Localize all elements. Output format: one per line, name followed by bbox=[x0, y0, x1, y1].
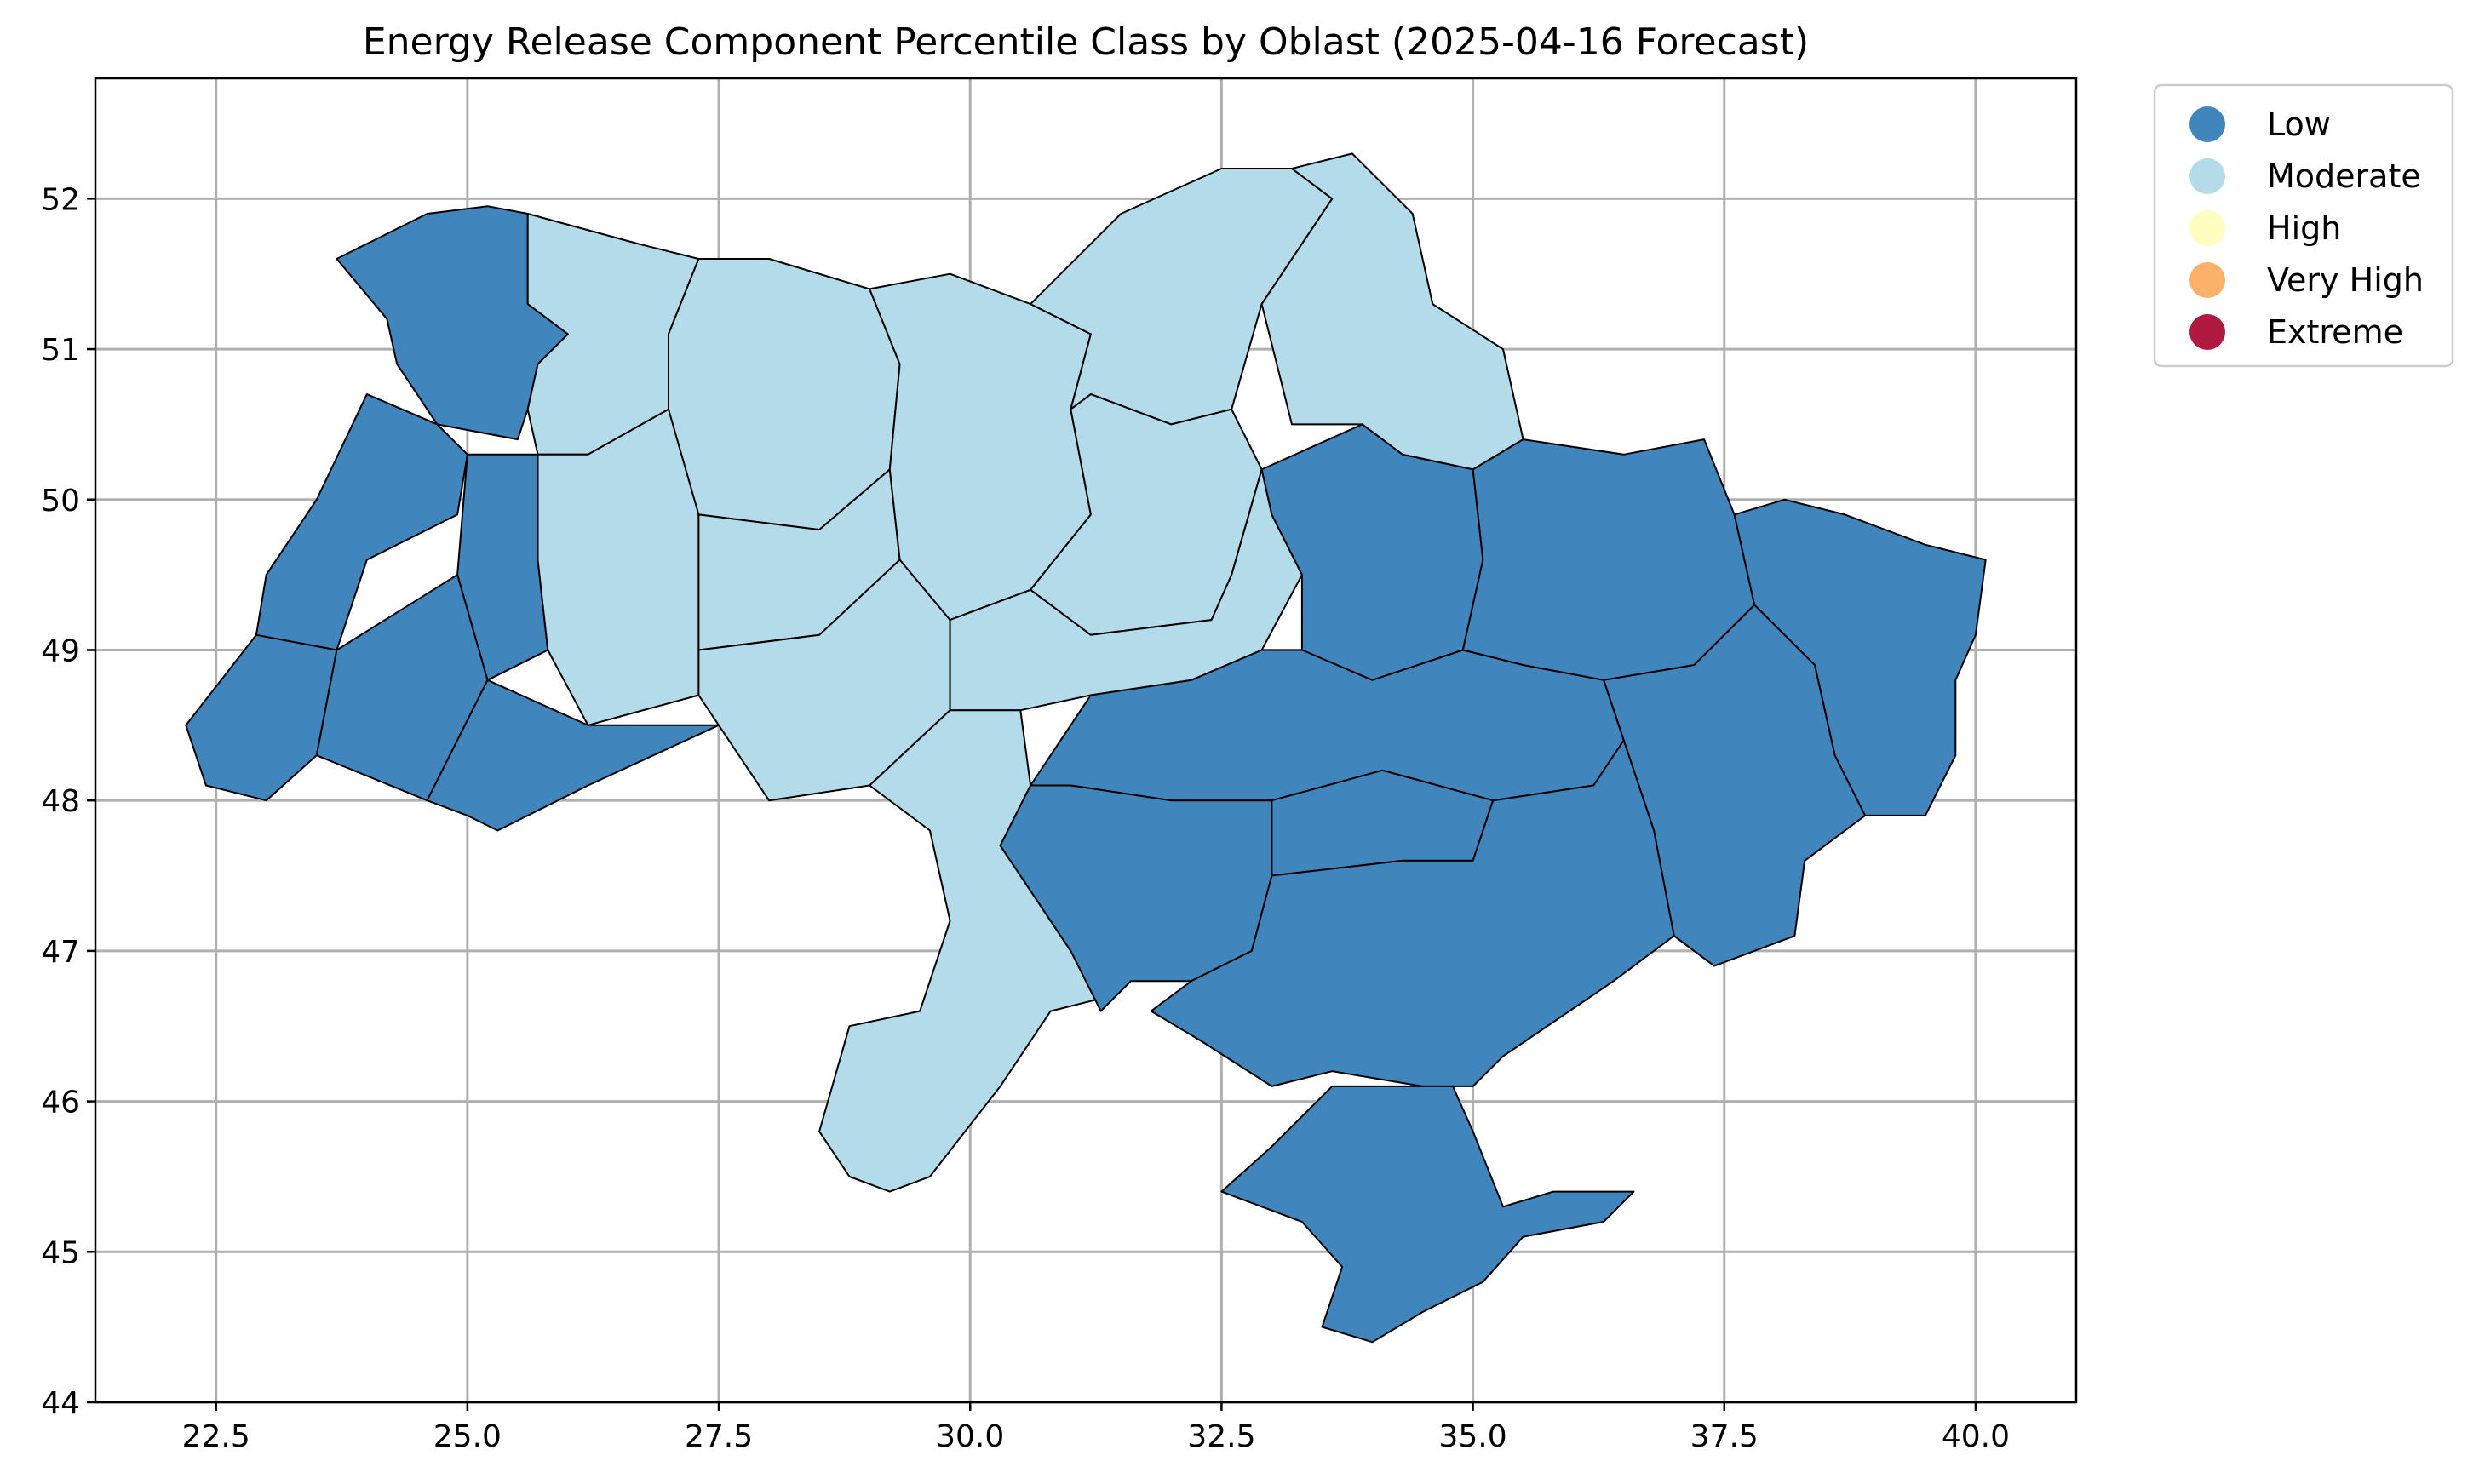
x-tick-label: 37.5 bbox=[1690, 1419, 1759, 1454]
oblast-region-23 bbox=[999, 784, 1273, 1012]
y-tick-label: 49 bbox=[41, 633, 80, 668]
y-tick-label: 46 bbox=[41, 1086, 80, 1120]
oblast-regions bbox=[185, 152, 1987, 1344]
x-tick-label: 30.0 bbox=[936, 1419, 1004, 1454]
legend-label-extreme: Extreme bbox=[2267, 313, 2403, 351]
legend-marker-moderate bbox=[2189, 158, 2225, 194]
y-axis-ticks: 44 45 46 47 48 49 50 51 52 bbox=[41, 182, 95, 1421]
y-tick-label: 51 bbox=[41, 333, 80, 368]
oblast-region-17 bbox=[818, 709, 1112, 1193]
y-tick-label: 48 bbox=[41, 784, 80, 819]
legend-label-high: High bbox=[2267, 209, 2341, 247]
legend-marker-high bbox=[2189, 210, 2225, 246]
x-tick-label: 27.5 bbox=[685, 1419, 753, 1454]
legend-box bbox=[2153, 83, 2454, 368]
x-tick-label: 32.5 bbox=[1187, 1419, 1255, 1454]
oblast-region-2 bbox=[255, 393, 468, 651]
legend-marker-low bbox=[2189, 106, 2225, 142]
y-tick-label: 44 bbox=[41, 1386, 80, 1421]
legend-label-low: Low bbox=[2267, 106, 2331, 143]
legend-marker-extreme bbox=[2189, 314, 2225, 350]
x-tick-label: 25.0 bbox=[433, 1419, 502, 1454]
legend-items: Low Moderate High Very High Extreme bbox=[2189, 106, 2424, 351]
plot-frame bbox=[94, 77, 2078, 1404]
x-tick-label: 22.5 bbox=[182, 1419, 250, 1454]
oblast-region-13 bbox=[1030, 168, 1334, 426]
oblast-region-19 bbox=[1461, 438, 1756, 681]
x-axis-ticks: 22.5 25.0 27.5 30.0 32.5 35.0 37.5 40.0 bbox=[182, 1402, 2010, 1454]
legend-label-very-high: Very High bbox=[2267, 261, 2424, 299]
legend-marker-very-high bbox=[2189, 262, 2225, 298]
y-tick-label: 47 bbox=[41, 935, 80, 970]
x-tick-label: 40.0 bbox=[1942, 1419, 2010, 1454]
y-tick-label: 52 bbox=[41, 182, 80, 217]
oblast-region-26 bbox=[1220, 1085, 1635, 1344]
x-tick-label: 35.0 bbox=[1438, 1419, 1506, 1454]
y-tick-label: 45 bbox=[41, 1235, 80, 1270]
map-title: Energy Release Component Percentile Clas… bbox=[363, 20, 1809, 64]
oblast-region-8 bbox=[537, 408, 700, 726]
legend: Low Moderate High Very High Extreme bbox=[2153, 83, 2454, 368]
oblast-region-6 bbox=[426, 679, 720, 832]
legend-label-moderate: Moderate bbox=[2267, 158, 2421, 195]
oblast-region-25 bbox=[1150, 739, 1675, 1087]
y-tick-label: 50 bbox=[41, 484, 80, 519]
oblast-region-9 bbox=[668, 258, 901, 531]
